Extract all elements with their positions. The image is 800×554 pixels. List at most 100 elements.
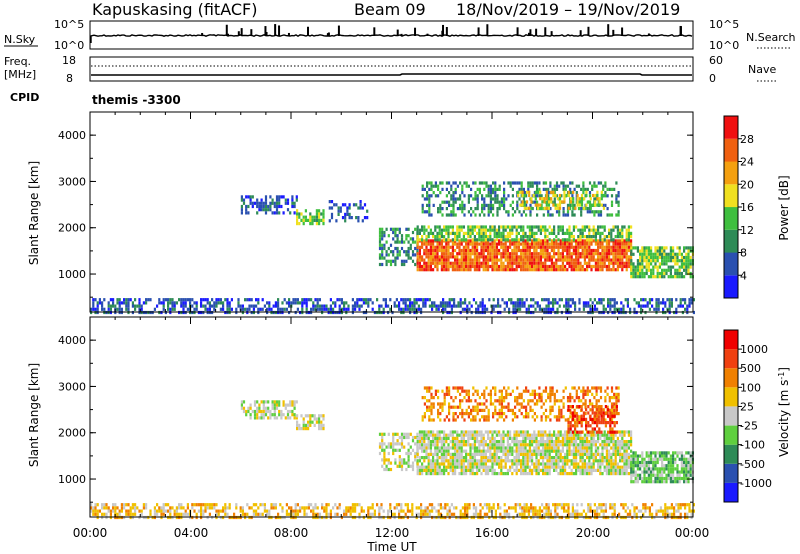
- echo-cell: [458, 245, 461, 249]
- echo-cell: [542, 264, 545, 269]
- echo-cell: [409, 298, 412, 302]
- echo-cell: [522, 472, 525, 476]
- echo-cell: [598, 503, 601, 507]
- echo-cell: [662, 298, 665, 302]
- echo-cell: [416, 455, 419, 459]
- echo-cell: [443, 468, 446, 472]
- echo-cell: [389, 243, 393, 247]
- echo-cell: [552, 304, 555, 308]
- echo-cell: [460, 242, 463, 246]
- echo-cell: [630, 271, 633, 276]
- echo-cell: [577, 184, 581, 188]
- echo-cell: [425, 472, 428, 476]
- echo-cell: [623, 239, 626, 243]
- echo-cell: [623, 242, 626, 246]
- echo-cell: [597, 258, 600, 262]
- echo-cell: [546, 446, 549, 450]
- echo-cell: [603, 261, 606, 265]
- echo-cell: [434, 245, 437, 249]
- echo-cell: [491, 238, 494, 242]
- echo-cell: [260, 416, 263, 420]
- echo-cell: [592, 235, 595, 239]
- echo-cell: [453, 506, 456, 510]
- echo-cell: [404, 503, 407, 507]
- echo-cell: [583, 252, 586, 256]
- echo-cell: [500, 197, 503, 201]
- echo-cell: [491, 258, 494, 262]
- echo-cell: [539, 252, 542, 256]
- echo-cell: [569, 512, 572, 516]
- echo-cell: [417, 304, 420, 308]
- echo-cell: [498, 242, 501, 246]
- echo-cell: [526, 433, 529, 437]
- echo-cell: [626, 298, 629, 302]
- echo-cell: [592, 258, 595, 262]
- echo-cell: [531, 472, 534, 476]
- echo-cell: [101, 503, 104, 507]
- echo-cell: [527, 184, 530, 188]
- echo-cell: [248, 304, 251, 308]
- echo-cell: [619, 252, 622, 256]
- echo-cell: [534, 307, 537, 311]
- echo-cell: [503, 181, 506, 185]
- echo-cell: [92, 304, 95, 308]
- echo-cell: [476, 436, 479, 440]
- echo-cell: [515, 242, 518, 246]
- echo-cell: [521, 506, 524, 510]
- echo-cell: [586, 252, 589, 256]
- echo-cell: [526, 465, 529, 469]
- echo-cell: [548, 268, 551, 272]
- echo-cell: [471, 245, 474, 249]
- echo-cell: [92, 301, 95, 305]
- echo-cell: [487, 443, 490, 447]
- echo-cell: [445, 248, 448, 253]
- echo-cell: [411, 301, 414, 305]
- echo-cell: [411, 464, 415, 468]
- echo-cell: [430, 184, 433, 188]
- echo-cell: [291, 195, 294, 199]
- echo-cell: [681, 503, 684, 507]
- echo-cell: [596, 203, 599, 207]
- echo-cell: [476, 207, 479, 211]
- echo-cell: [535, 433, 538, 437]
- echo-cell: [504, 252, 507, 256]
- echo-cell: [318, 209, 321, 213]
- echo-cell: [533, 194, 536, 198]
- echo-cell: [407, 253, 410, 257]
- echo-cell: [447, 228, 450, 232]
- echo-cell: [469, 242, 472, 246]
- echo-cell: [429, 264, 432, 269]
- echo-cell: [608, 213, 611, 217]
- echo-cell: [502, 465, 505, 469]
- echo-cell: [369, 512, 372, 516]
- echo-cell: [371, 503, 374, 507]
- echo-cell: [590, 238, 593, 242]
- echo-cell: [462, 433, 465, 437]
- echo-cell: [269, 416, 272, 420]
- echo-cell: [577, 261, 580, 265]
- echo-cell: [502, 238, 505, 242]
- echo-cell: [568, 248, 571, 253]
- echo-cell: [492, 503, 495, 507]
- echo-cell: [467, 184, 470, 188]
- echo-cell: [407, 458, 410, 462]
- echo-cell: [438, 430, 441, 434]
- echo-cell: [471, 261, 474, 265]
- echo-cell: [548, 436, 551, 440]
- echo-cell: [305, 298, 308, 302]
- echo-cell: [500, 255, 503, 259]
- echo-cell: [603, 264, 606, 269]
- echo-cell: [506, 468, 509, 472]
- echo-cell: [555, 184, 559, 188]
- echo-cell: [679, 304, 682, 308]
- echo-cell: [241, 307, 244, 311]
- echo-cell: [389, 227, 393, 231]
- echo-cell: [427, 462, 430, 466]
- echo-cell: [403, 240, 406, 244]
- echo-cell: [613, 307, 616, 311]
- echo-cell: [421, 203, 424, 207]
- echo-cell: [485, 184, 488, 188]
- echo-cell: [478, 264, 481, 269]
- echo-cell: [460, 446, 463, 450]
- echo-cell: [429, 468, 432, 472]
